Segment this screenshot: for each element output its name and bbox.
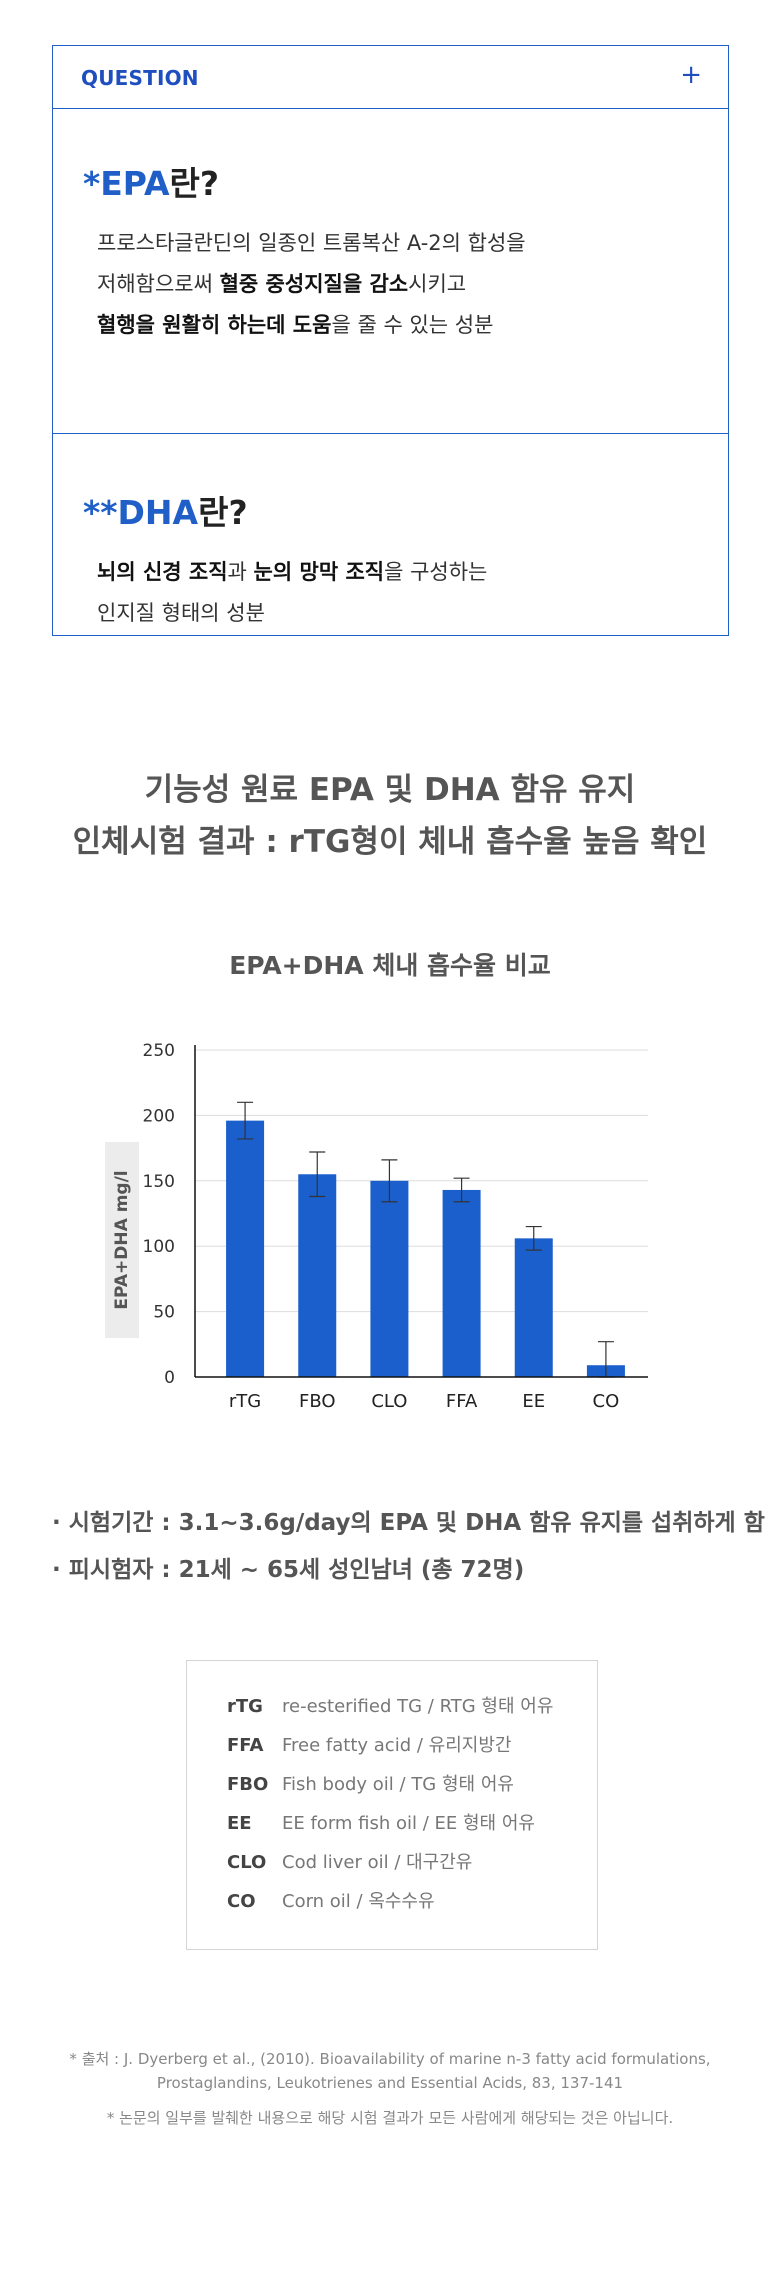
bar-clo: [370, 1180, 409, 1377]
citation-line-2: Prostaglandins, Leukotrienes and Essenti…: [156, 2074, 624, 2092]
y-tick-label: 250: [143, 1041, 175, 1061]
x-tick-label: FBO: [299, 1391, 336, 1412]
y-tick-label: 200: [143, 1106, 175, 1126]
dha-title: **DHA란?: [83, 493, 248, 532]
y-tick-label: 0: [164, 1368, 175, 1388]
epa-description: 프로스타글란딘의 일종인 트롬복산 A-2의 합성을 저해함으로써 혈중 중성지…: [97, 223, 526, 346]
bar-chart: 0 50 100 150 200 250 rTG FBO CLO FFA EE CO EPA+DHA …: [105, 1041, 648, 1412]
bar-ffa: [442, 1189, 481, 1377]
x-tick-label: CLO: [371, 1391, 407, 1412]
epa-line-2: 저해함으로써 혈중 중성지질을 감소시키고: [97, 272, 467, 296]
epa-line-1: 프로스타글란딘의 일종인 트롬복산 A-2의 합성을: [97, 231, 526, 255]
section-heading-line-2: 인체시험 결과 : rTG형이 체내 흡수율 높음 확인: [72, 824, 708, 860]
dha-line-1: 뇌의 신경 조직과 눈의 망막 조직을 구성하는: [97, 560, 488, 584]
y-tick-label: 100: [143, 1237, 175, 1257]
y-axis-label: EPA+DHA mg/l: [112, 1170, 132, 1309]
expand-plus-icon[interactable]: +: [680, 60, 702, 90]
x-tick-label: rTG: [229, 1391, 261, 1412]
legend-row: FFA Free fatty acid / 유리지방간: [227, 1735, 512, 1756]
legend-row: CLO Cod liver oil / 대구간유: [227, 1852, 473, 1873]
y-axis-label-background: [105, 1142, 139, 1338]
question-label: QUESTION: [81, 66, 199, 90]
y-tick-label: 150: [143, 1172, 175, 1192]
x-tick-label: CO: [593, 1391, 620, 1412]
legend-row: CO Corn oil / 옥수수유: [227, 1891, 435, 1912]
dha-description: 뇌의 신경 조직과 눈의 망막 조직을 구성하는 인지질 형태의 성분: [97, 552, 487, 634]
x-tick-label: EE: [522, 1391, 545, 1412]
citation: * 출처 : J. Dyerberg et al., (2010). Bioav…: [0, 2047, 780, 2095]
section-heading-line-1: 기능성 원료 EPA 및 DHA 함유 유지: [144, 772, 636, 808]
dha-line-2: 인지질 형태의 성분: [97, 601, 265, 625]
legend-row: FBO Fish body oil / TG 형태 어유: [227, 1774, 514, 1795]
citation-line-1: * 출처 : J. Dyerberg et al., (2010). Bioav…: [69, 2050, 711, 2068]
abbreviation-legend: rTG re-esterified TG / RTG 형태 어유 FFA Free …: [186, 1660, 598, 1950]
y-tick-label: 50: [153, 1303, 175, 1323]
question-header[interactable]: QUESTION +: [53, 46, 728, 109]
section-heading: 기능성 원료 EPA 및 DHA 함유 유지 인체시험 결과 : rTG형이 체…: [0, 764, 780, 868]
bar-fbo: [298, 1174, 337, 1377]
legend-row: EE EE form fish oil / EE 형태 어유: [227, 1813, 535, 1834]
dha-section: **DHA란? 뇌의 신경 조직과 눈의 망막 조직을 구성하는 인지질 형태의…: [53, 434, 728, 635]
bar-rtg: [226, 1120, 265, 1377]
legend-row: rTG re-esterified TG / RTG 형태 어유: [227, 1696, 554, 1717]
disclaimer: * 논문의 일부를 발췌한 내용으로 해당 시험 결과가 모든 사람에게 해당되…: [106, 2109, 674, 2127]
bar-ee: [514, 1238, 553, 1377]
epa-section: *EPA란? 프로스타글란딘의 일종인 트롬복산 A-2의 합성을 저해함으로써…: [53, 109, 728, 434]
question-box: QUESTION + *EPA란? 프로스타글란딘의 일종인 트롬복산 A-2의…: [52, 45, 729, 636]
chart-title: EPA+DHA 체내 흡수율 비교: [229, 951, 551, 980]
epa-title: *EPA란?: [83, 164, 220, 203]
note-subjects: · 피시험자 : 21세 ~ 65세 성인남녀 (총 72명): [52, 1557, 525, 1583]
x-tick-label: FFA: [446, 1391, 478, 1412]
note-test-period: · 시험기간 : 3.1~3.6g/day의 EPA 및 DHA 함유 유지를 …: [52, 1510, 765, 1536]
test-notes: · 시험기간 : 3.1~3.6g/day의 EPA 및 DHA 함유 유지를 …: [52, 1500, 765, 1594]
epa-line-3: 혈행을 원활히 하는데 도움을 줄 수 있는 성분: [97, 313, 494, 337]
